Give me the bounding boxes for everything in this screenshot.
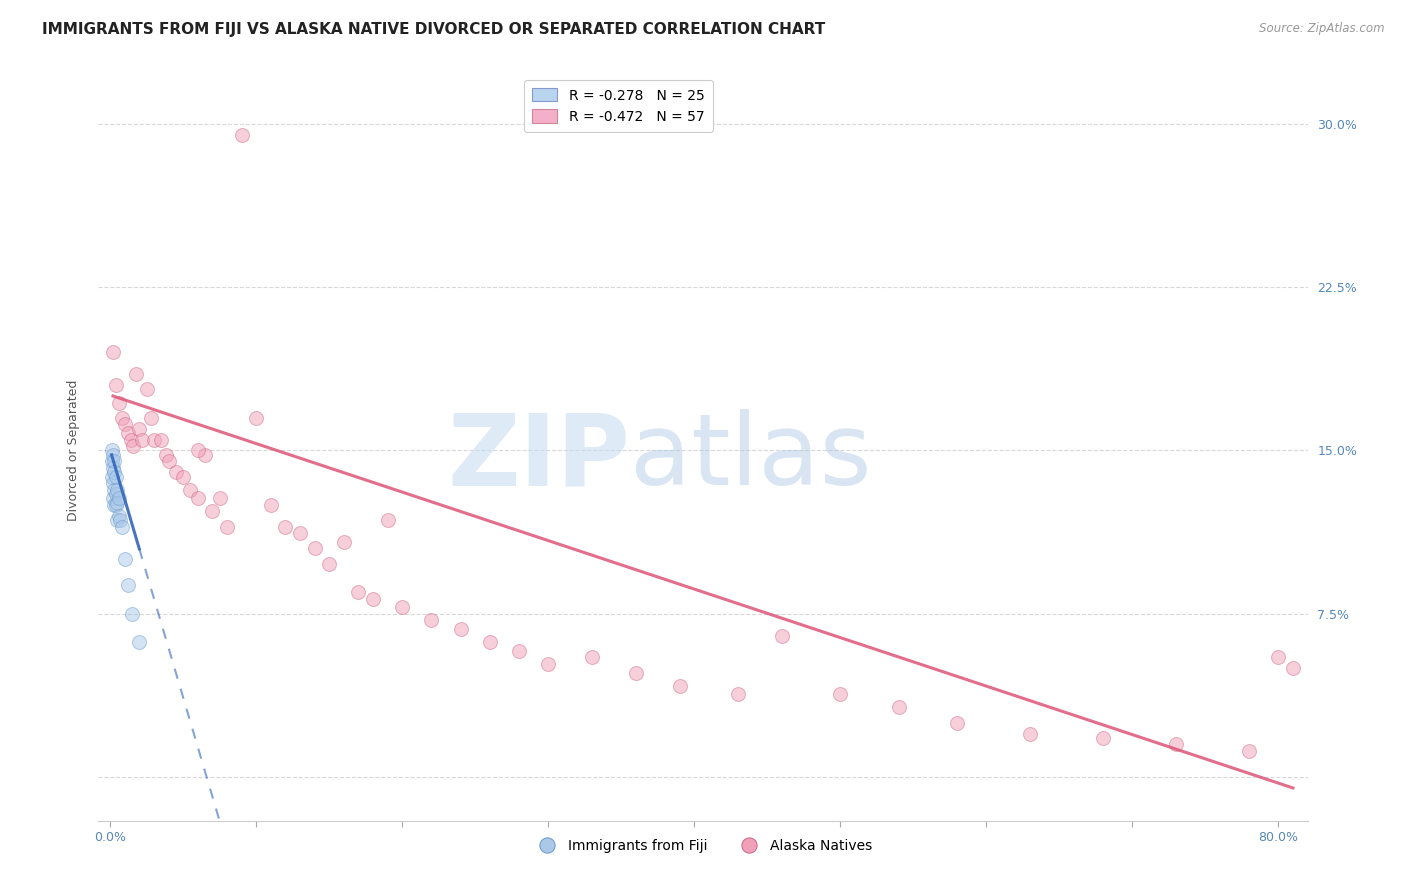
Point (117, 425, 139, 440)
Point (1019, 726, 1042, 740)
Point (581, 650, 603, 665)
Point (100, 454, 122, 468)
Point (104, 487, 127, 501)
Point (318, 557, 340, 571)
Point (103, 465, 125, 479)
Point (1267, 650, 1289, 665)
Point (101, 461, 124, 475)
Point (101, 491, 124, 506)
Point (946, 715, 969, 730)
Point (120, 433, 142, 447)
Point (103, 483, 125, 497)
Point (347, 585, 370, 599)
Point (208, 491, 231, 506)
Point (194, 448, 217, 462)
Point (117, 578, 139, 592)
Point (125, 368, 148, 382)
Point (391, 600, 413, 615)
Point (101, 345, 124, 359)
Point (100, 443, 122, 458)
Point (830, 687, 852, 701)
Point (108, 508, 131, 523)
Point (131, 433, 153, 447)
Point (114, 417, 136, 432)
Point (361, 591, 384, 606)
Text: atlas: atlas (630, 409, 872, 507)
Point (231, 128, 253, 142)
Point (288, 526, 311, 541)
Point (128, 635, 150, 649)
Text: Source: ZipAtlas.com: Source: ZipAtlas.com (1260, 22, 1385, 36)
Point (260, 498, 283, 512)
Point (478, 635, 501, 649)
Point (215, 519, 238, 533)
Point (245, 410, 267, 425)
Text: IMMIGRANTS FROM FIJI VS ALASKA NATIVE DIVORCED OR SEPARATED CORRELATION CHART: IMMIGRANTS FROM FIJI VS ALASKA NATIVE DI… (42, 22, 825, 37)
Point (103, 454, 125, 468)
Point (103, 498, 125, 512)
Point (624, 665, 647, 680)
Legend: Immigrants from Fiji, Alaska Natives: Immigrants from Fiji, Alaska Natives (529, 833, 877, 858)
Point (304, 541, 326, 556)
Point (187, 443, 209, 458)
Y-axis label: Divorced or Separated: Divorced or Separated (66, 380, 80, 521)
Point (201, 504, 224, 518)
Point (172, 469, 194, 483)
Point (104, 498, 127, 512)
Point (187, 491, 209, 506)
Point (332, 535, 354, 549)
Point (157, 454, 180, 468)
Point (139, 410, 162, 425)
Point (450, 622, 472, 636)
Point (122, 439, 145, 453)
Point (100, 469, 122, 483)
Point (668, 679, 690, 693)
Point (111, 410, 134, 425)
Point (155, 448, 177, 462)
Point (135, 383, 157, 397)
Point (1282, 661, 1305, 675)
Point (165, 465, 187, 479)
Point (274, 519, 297, 533)
Point (179, 483, 201, 497)
Point (107, 513, 129, 527)
Point (377, 513, 399, 527)
Point (770, 629, 793, 643)
Point (727, 687, 749, 701)
Point (121, 607, 143, 621)
Point (110, 513, 132, 527)
Point (1092, 731, 1115, 745)
Point (150, 433, 173, 447)
Point (101, 476, 124, 491)
Point (420, 613, 443, 627)
Point (101, 448, 124, 462)
Point (508, 644, 530, 658)
Point (108, 491, 131, 506)
Point (1237, 744, 1260, 758)
Text: ZIP: ZIP (447, 409, 630, 507)
Point (1166, 738, 1188, 752)
Point (108, 395, 131, 409)
Point (107, 483, 129, 497)
Point (111, 519, 134, 533)
Point (887, 700, 910, 714)
Point (104, 378, 127, 392)
Point (114, 552, 136, 566)
Point (537, 657, 560, 671)
Point (128, 422, 150, 436)
Point (142, 433, 165, 447)
Point (104, 469, 127, 483)
Point (107, 496, 129, 510)
